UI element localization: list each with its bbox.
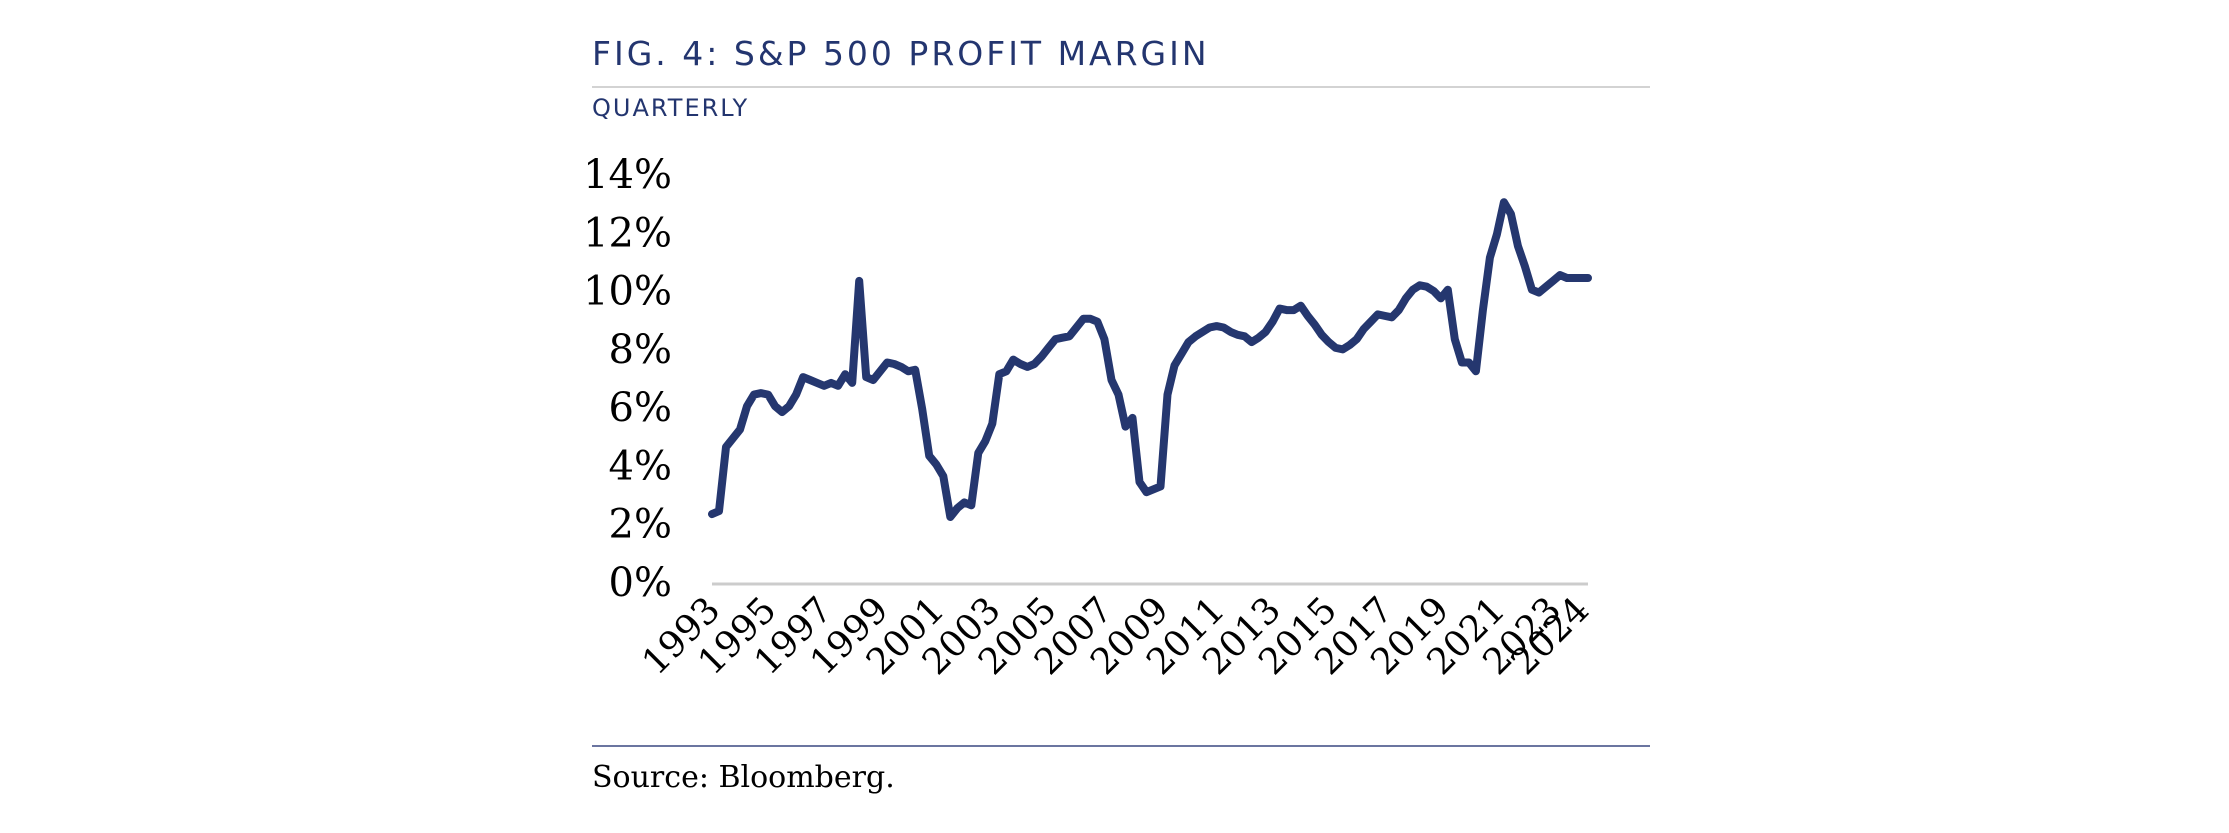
y-tick-label: 6% xyxy=(609,385,672,431)
title-divider xyxy=(592,86,1650,88)
y-tick-label: 8% xyxy=(609,327,672,373)
y-tick-label: 12% xyxy=(583,210,672,256)
y-tick-label: 0% xyxy=(609,560,672,606)
y-tick-label: 14% xyxy=(583,152,672,198)
y-axis: 0% 2% 4% 6% 8% 10% 12% 14% xyxy=(583,152,672,606)
figure-title: FIG. 4: S&P 500 PROFIT MARGIN xyxy=(592,34,1210,73)
footer-divider xyxy=(592,745,1650,747)
source-note: Source: Bloomberg. xyxy=(592,760,895,795)
y-tick-label: 10% xyxy=(583,269,672,315)
y-tick-label: 4% xyxy=(609,443,672,489)
y-tick-label: 2% xyxy=(609,502,672,548)
series-layer xyxy=(708,198,1592,521)
x-axis: 1993199519971999200120032005200720092011… xyxy=(635,589,1598,683)
profit-margin-series-line xyxy=(708,198,1592,521)
figure-subtitle: QUARTERLY xyxy=(592,94,750,122)
